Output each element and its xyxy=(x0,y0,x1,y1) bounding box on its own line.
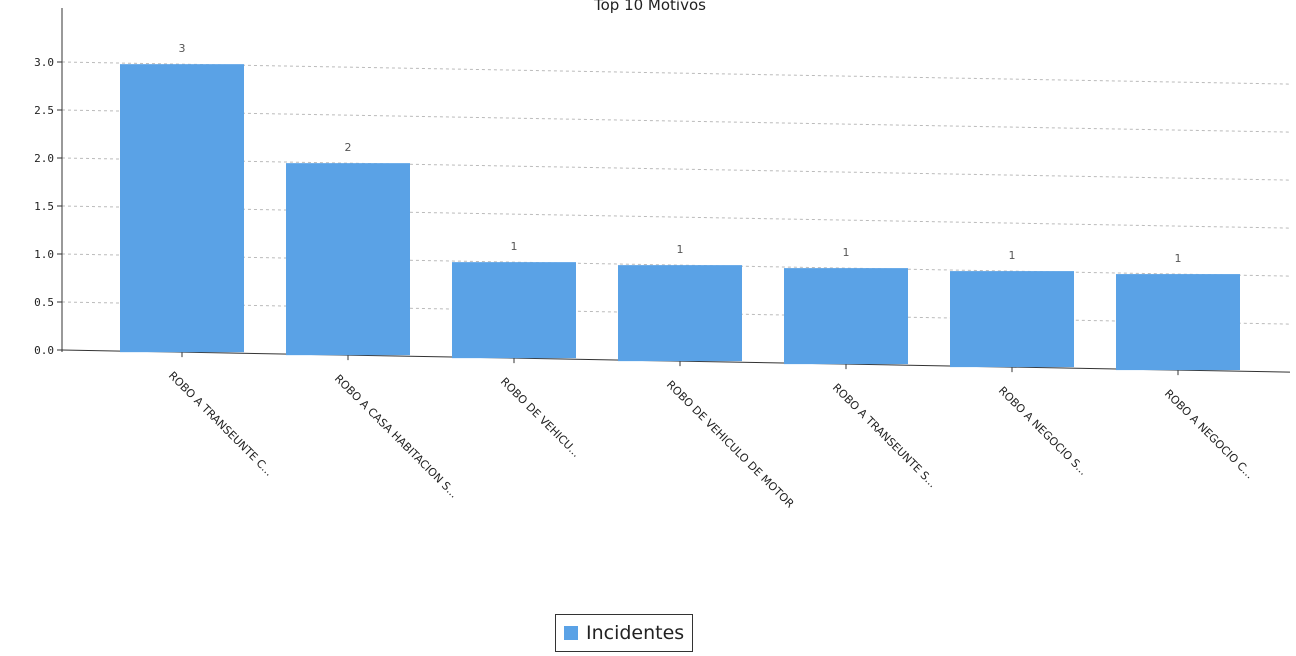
bar[interactable] xyxy=(120,64,244,353)
bar[interactable] xyxy=(452,262,576,359)
bar-value-label: 2 xyxy=(345,141,352,154)
gridline xyxy=(61,205,1291,229)
bar[interactable] xyxy=(286,163,410,356)
bar-value-label: 1 xyxy=(843,246,850,259)
gridline xyxy=(61,157,1291,181)
y-tick-label: 2.0 xyxy=(34,152,54,165)
legend-swatch xyxy=(564,626,578,640)
bar[interactable] xyxy=(618,265,742,362)
data-labels: 3 2 1 1 1 1 1 xyxy=(179,42,1182,265)
gridline xyxy=(61,61,1291,85)
gridline xyxy=(61,109,1291,133)
category-label: ROBO A TRANSEUNTE C... xyxy=(166,369,276,479)
category-label: ROBO A NEGOCIO S... xyxy=(996,384,1090,478)
y-tick-label: 1.5 xyxy=(34,200,54,213)
legend[interactable]: Incidentes xyxy=(555,614,694,652)
bars xyxy=(120,64,1240,371)
bar-value-label: 1 xyxy=(511,240,518,253)
chart-title: Top 10 Motivos xyxy=(593,0,706,14)
category-label: ROBO A TRANSEUNTE S... xyxy=(830,381,939,490)
y-tick-label: 1.0 xyxy=(34,248,54,261)
category-label: ROBO A NEGOCIO C... xyxy=(1162,387,1256,481)
bar[interactable] xyxy=(784,268,908,365)
bar-value-label: 1 xyxy=(1009,249,1016,262)
y-tick-label: 0.0 xyxy=(34,344,54,357)
y-tick-label: 2.5 xyxy=(34,104,54,117)
bar-value-label: 1 xyxy=(1175,252,1182,265)
category-label: ROBO A CASA HABITACION S... xyxy=(332,372,461,501)
category-labels: ROBO A TRANSEUNTE C... ROBO A CASA HABITA… xyxy=(166,369,1256,511)
bar-value-label: 1 xyxy=(677,243,684,256)
y-tick-label: 0.5 xyxy=(34,296,54,309)
bar-value-label: 3 xyxy=(179,42,186,55)
category-label: ROBO DE VEHICU... xyxy=(498,375,583,460)
bar[interactable] xyxy=(950,271,1074,368)
gridline xyxy=(61,253,1291,277)
category-label: ROBO DE VEHICULO DE MOTOR xyxy=(664,378,797,511)
y-tick-label: 3.0 xyxy=(34,56,54,69)
bar[interactable] xyxy=(1116,274,1240,371)
legend-label: Incidentes xyxy=(586,622,685,644)
